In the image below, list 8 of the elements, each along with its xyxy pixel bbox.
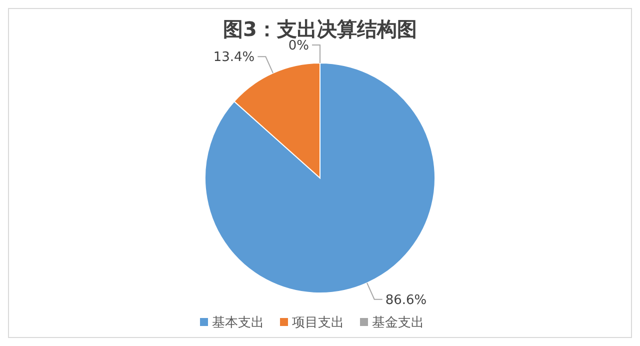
data-label: 86.6% <box>385 292 427 308</box>
legend-label: 项目支出 <box>292 316 344 331</box>
legend-label: 基本支出 <box>212 316 264 331</box>
text: 0% <box>288 38 309 54</box>
chart-title: 图3：支出决算结构图 <box>223 17 417 41</box>
pie-slice <box>204 62 436 294</box>
legend-label: 基金支出 <box>372 316 424 331</box>
data-label: 13.4% <box>213 50 255 66</box>
